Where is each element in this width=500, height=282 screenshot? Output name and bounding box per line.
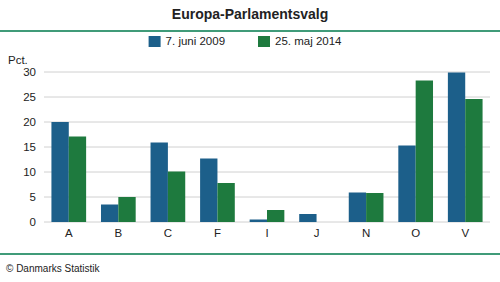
top-rule (0, 30, 500, 32)
y-tick-label: 5 (30, 191, 36, 203)
bars (51, 73, 482, 223)
y-tick-label: 10 (23, 166, 36, 178)
bottom-rule (0, 253, 500, 255)
y-tick-label: 0 (30, 216, 36, 228)
bar (118, 197, 135, 222)
bar (151, 143, 168, 223)
bar (168, 172, 185, 223)
bar (250, 220, 267, 223)
x-tick-label: V (461, 227, 469, 239)
y-axis: 0 5 10 15 20 25 30 (23, 66, 490, 228)
x-tick-label: A (65, 227, 73, 239)
chart-container: Europa-Parlamentsvalg 7. juni 2009 25. maj… (0, 0, 500, 282)
bar (416, 81, 433, 223)
x-tick-label: F (214, 227, 221, 239)
bar (398, 146, 415, 223)
legend-label: 25. maj 2014 (275, 35, 342, 47)
bar (51, 122, 68, 222)
y-tick-label: 30 (23, 66, 36, 78)
bar (69, 137, 86, 223)
footer: © Danmarks Statistik (6, 263, 101, 274)
legend-swatch (149, 36, 161, 47)
x-tick-label: B (114, 227, 122, 239)
title: Europa-Parlamentsvalg (172, 6, 328, 22)
bar (101, 205, 118, 223)
y-tick-label: 25 (23, 91, 36, 103)
grid-line (44, 72, 490, 73)
x-axis: ABCFIJNOV (65, 227, 469, 239)
bar (217, 183, 234, 222)
bar (366, 193, 383, 222)
bar (349, 193, 366, 223)
chart-svg: Europa-Parlamentsvalg 7. juni 2009 25. maj… (0, 0, 500, 282)
x-tick-label: J (314, 227, 320, 239)
bar (448, 73, 465, 223)
y-tick-label: 20 (23, 116, 36, 128)
y-axis-label: Pct. (8, 54, 28, 66)
bar (465, 99, 482, 222)
y-tick-label: 15 (23, 141, 36, 153)
legend-swatch (258, 36, 270, 47)
legend: 7. juni 2009 25. maj 2014 (149, 35, 342, 47)
x-tick-label: O (411, 227, 420, 239)
x-tick-label: I (265, 227, 268, 239)
legend-label: 7. juni 2009 (166, 35, 225, 47)
bar (317, 222, 334, 223)
x-tick-label: N (362, 227, 370, 239)
bar (299, 214, 316, 222)
bar (267, 210, 284, 222)
bar (200, 159, 217, 223)
x-tick-label: C (164, 227, 172, 239)
page: {"chart_data": {"type": "bar", "title": … (0, 0, 500, 282)
